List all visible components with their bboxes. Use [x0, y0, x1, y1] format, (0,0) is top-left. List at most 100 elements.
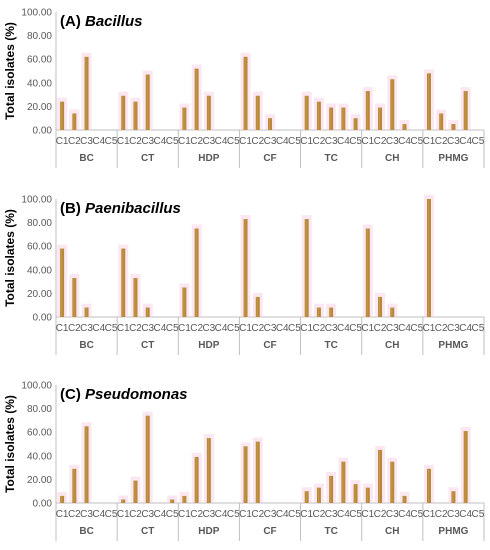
y-tick-label: 20.00: [27, 475, 52, 486]
category-label: C4: [276, 136, 289, 147]
category-label: C5: [471, 136, 484, 147]
bar-highlight: [195, 228, 197, 317]
category-label: C5: [288, 509, 301, 520]
bar-highlight: [61, 101, 63, 130]
bar-highlight: [183, 287, 185, 317]
category-label: C3: [80, 136, 93, 147]
category-label: C4: [337, 509, 350, 520]
bar-highlight: [305, 95, 307, 130]
category-label: C5: [410, 509, 423, 520]
panel-title: (B) Paenibacillus: [60, 200, 181, 217]
category-label: C4: [92, 509, 105, 520]
group-label: TC: [324, 526, 337, 537]
category-label: C1: [117, 509, 130, 520]
group-label: TC: [324, 340, 337, 351]
panel-title-genus: Paenibacillus: [85, 200, 181, 217]
bar-highlight: [379, 107, 381, 130]
category-label: C3: [386, 136, 399, 147]
group-label: CT: [141, 340, 154, 351]
category-label: C1: [423, 509, 436, 520]
category-label: C3: [325, 509, 338, 520]
category-label: C5: [349, 323, 362, 334]
bar-highlight: [256, 441, 258, 503]
category-label: C5: [288, 136, 301, 147]
category-label: C3: [202, 509, 215, 520]
category-label: C2: [435, 323, 448, 334]
category-label: C2: [190, 509, 203, 520]
panel-title-prefix: (C): [60, 386, 85, 403]
category-label: C1: [117, 323, 130, 334]
category-label: C2: [435, 136, 448, 147]
panel-title: (C) Pseudomonas: [60, 386, 188, 403]
category-label: C1: [117, 136, 130, 147]
category-label: C2: [68, 136, 81, 147]
bar-highlight: [452, 124, 454, 130]
group-label: CH: [385, 340, 399, 351]
category-label: C2: [129, 136, 142, 147]
y-tick-label: 60.00: [27, 428, 52, 439]
category-label: C1: [56, 136, 69, 147]
category-label: C5: [166, 136, 179, 147]
bar-highlight: [379, 296, 381, 317]
group-label: BC: [79, 340, 93, 351]
y-tick-label: 0.00: [33, 499, 53, 510]
category-label: C2: [251, 323, 264, 334]
category-label: C4: [215, 136, 228, 147]
y-tick-label: 0.00: [33, 313, 53, 324]
panel-c: 0.00 20.00 40.00 60.00 80.00 100.00 Total isol…: [3, 381, 485, 541]
category-label: C5: [105, 136, 118, 147]
bar-highlight: [403, 495, 405, 503]
category-label: C5: [105, 323, 118, 334]
category-label: C5: [105, 509, 118, 520]
category-label: C5: [227, 509, 240, 520]
category-label: C4: [398, 509, 411, 520]
bar-highlight: [73, 113, 75, 130]
bar-highlight: [342, 107, 344, 130]
category-label: C2: [129, 509, 142, 520]
bar-highlight: [366, 228, 368, 317]
category-label: C1: [239, 323, 252, 334]
category-label: C4: [215, 323, 228, 334]
bar-highlight: [354, 118, 356, 130]
category-label: C2: [313, 323, 326, 334]
category-label: C5: [410, 136, 423, 147]
category-label: C4: [337, 323, 350, 334]
bar-highlight: [134, 480, 136, 503]
bar-highlight: [171, 499, 173, 503]
category-label: C3: [141, 323, 154, 334]
category-label: C3: [386, 509, 399, 520]
bar-highlight: [391, 461, 393, 503]
category-label: C2: [374, 509, 387, 520]
bar-highlight: [464, 91, 466, 130]
bar-highlight: [207, 438, 209, 503]
bar-highlight: [73, 278, 75, 317]
bar: [60, 495, 65, 503]
y-tick-label: 20.00: [27, 102, 52, 113]
category-label: C1: [361, 509, 374, 520]
bar: [60, 101, 65, 130]
bar-highlight: [317, 101, 319, 130]
bar-highlight: [73, 468, 75, 503]
panel-a: 0.00 20.00 40.00 60.00 80.00 100.00 Total isol…: [3, 8, 485, 168]
category-label: C5: [166, 323, 179, 334]
bar-highlight: [146, 415, 148, 503]
bar-highlight: [207, 95, 209, 130]
category-label: C3: [447, 136, 460, 147]
panel-title-prefix: (B): [60, 200, 85, 217]
panel-title-genus: Bacillus: [85, 13, 143, 30]
category-label: C1: [56, 509, 69, 520]
y-tick-label: 40.00: [27, 451, 52, 462]
y-tick-label: 80.00: [27, 31, 52, 42]
category-label: C1: [361, 136, 374, 147]
y-axis-label: Total isolates (%): [3, 209, 17, 307]
bar-highlight: [427, 199, 429, 317]
category-label: C2: [190, 323, 203, 334]
bar: [60, 248, 65, 317]
category-label: C1: [178, 323, 191, 334]
category-label: C2: [251, 136, 264, 147]
category-label: C3: [325, 136, 338, 147]
category-label: C4: [215, 509, 228, 520]
bar-highlight: [122, 248, 124, 317]
bar-highlight: [330, 107, 332, 130]
